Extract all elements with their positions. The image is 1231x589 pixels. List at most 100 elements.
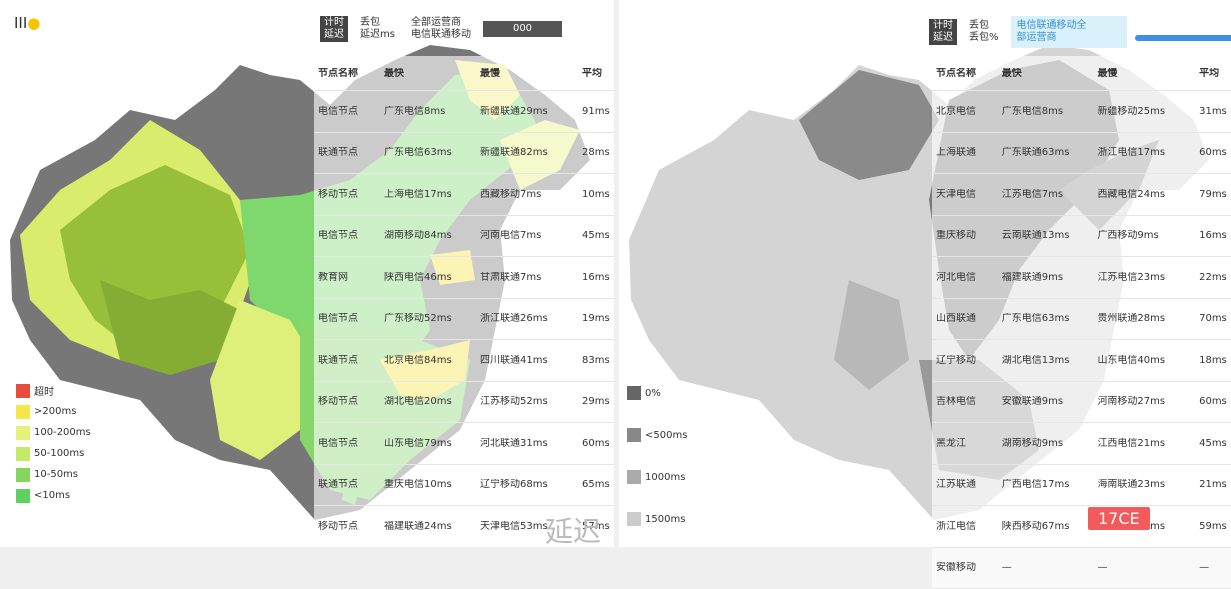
table-cell: 22ms [1195, 272, 1231, 283]
table-cell: 83ms [578, 355, 614, 366]
table-cell: 湖北电信13ms [998, 355, 1094, 366]
table-cell: 60ms [1195, 147, 1231, 158]
table-cell: 贵州联通28ms [1093, 313, 1195, 324]
table-cell: 28ms [578, 147, 614, 158]
table-cell: 60ms [1195, 396, 1231, 407]
table-cell: 西藏电信24ms [1093, 189, 1195, 200]
legend-item: 50-100ms [16, 443, 91, 464]
table-cell: 西藏移动7ms [476, 189, 578, 200]
table-cell: 移动节点 [314, 396, 380, 407]
tab-isp-filter[interactable]: 全部运营商电信联通移动 [407, 16, 475, 42]
table-cell: 16ms [1195, 230, 1231, 241]
table-cell: 18ms [1195, 355, 1231, 366]
table-cell: 甘肃联通7ms [476, 272, 578, 283]
isp-filter-bar[interactable]: 电信联通移动全部运营商 [1011, 16, 1128, 48]
table-cell: 联通节点 [314, 479, 380, 490]
table-cell: 79ms [1195, 189, 1231, 200]
table-cell: 山东电信40ms [1093, 355, 1195, 366]
progress-bar [1135, 35, 1231, 41]
table-cell: 新疆联通29ms [476, 106, 578, 117]
table-header: 节点名称 最快 最慢 平均 [314, 56, 614, 91]
table-cell: 新疆移动25ms [1093, 106, 1195, 117]
tab-timing[interactable]: 计时延迟 [320, 16, 348, 42]
table-cell: 浙江电信17ms [1093, 147, 1195, 158]
table-cell: 河南移动27ms [1093, 396, 1195, 407]
table-cell: 电信节点 [314, 230, 380, 241]
table-cell: 安徽移动 [932, 562, 998, 573]
watermark: 延迟 [545, 510, 601, 550]
table-cell: 陕西电信46ms [380, 272, 476, 283]
table-cell: 广东电信8ms [380, 106, 476, 117]
legend-item: 1500ms [627, 498, 687, 540]
table-cell: 湖南移动9ms [998, 438, 1094, 449]
tab-packet-loss[interactable]: 丢包丢包% [965, 19, 1003, 45]
legend-item: 超时 [16, 380, 91, 401]
table-cell: 天津电信 [932, 189, 998, 200]
table-cell: 广西移动9ms [1093, 230, 1195, 241]
table-cell: 海南联通23ms [1093, 479, 1195, 490]
table-cell: 45ms [578, 230, 614, 241]
table-cell: 教育网 [314, 272, 380, 283]
tab-timing[interactable]: 计时延迟 [929, 19, 957, 45]
table-cell: 31ms [1195, 106, 1231, 117]
tab-packet-loss[interactable]: 丢包延迟ms [356, 16, 399, 42]
table-cell: 电信节点 [314, 313, 380, 324]
table-cell: 29ms [578, 396, 614, 407]
table-cell: 45ms [1195, 438, 1231, 449]
table-cell: 辽宁移动68ms [476, 479, 578, 490]
table-cell: 广东电信8ms [998, 106, 1094, 117]
table-cell: 陕西移动67ms [998, 521, 1094, 532]
table-cell: 70ms [1195, 313, 1231, 324]
legend-item: 1000ms [627, 456, 687, 498]
table-cell: 16ms [578, 272, 614, 283]
table-cell: — [998, 562, 1094, 573]
table-cell: 65ms [578, 479, 614, 490]
table-cell: 江苏联通 [932, 479, 998, 490]
table-cell: 河北联通31ms [476, 438, 578, 449]
brand-badge[interactable]: 17CE [1088, 507, 1150, 530]
table-cell: 河南电信7ms [476, 230, 578, 241]
table-cell: 移动节点 [314, 189, 380, 200]
table-cell: 山东电信79ms [380, 438, 476, 449]
table-cell: 10ms [578, 189, 614, 200]
value-bar[interactable]: 000 [483, 21, 562, 37]
loss-legend: 0% <500ms 1000ms 1500ms [627, 372, 687, 540]
table-cell: 浙江电信 [932, 521, 998, 532]
latency-legend: 超时 >200ms 100-200ms 50-100ms 10-50ms <10… [16, 380, 91, 506]
table-cell: 上海联通 [932, 147, 998, 158]
table-cell: 江西电信21ms [1093, 438, 1195, 449]
table-row[interactable]: 浙江电信陕西移动67ms甘肃联通25ms59ms [932, 506, 1231, 548]
table-row[interactable]: 安徽移动——— [932, 548, 1231, 589]
table-cell: 浙江联通26ms [476, 313, 578, 324]
table-cell: 湖南移动84ms [380, 230, 476, 241]
table-cell: 江苏电信7ms [998, 189, 1094, 200]
table-cell: 山西联通 [932, 313, 998, 324]
table-cell: 重庆移动 [932, 230, 998, 241]
table-cell: 59ms [1195, 521, 1231, 532]
table-cell: 电信节点 [314, 106, 380, 117]
table-cell: 四川联通41ms [476, 355, 578, 366]
table-cell: 新疆联通82ms [476, 147, 578, 158]
